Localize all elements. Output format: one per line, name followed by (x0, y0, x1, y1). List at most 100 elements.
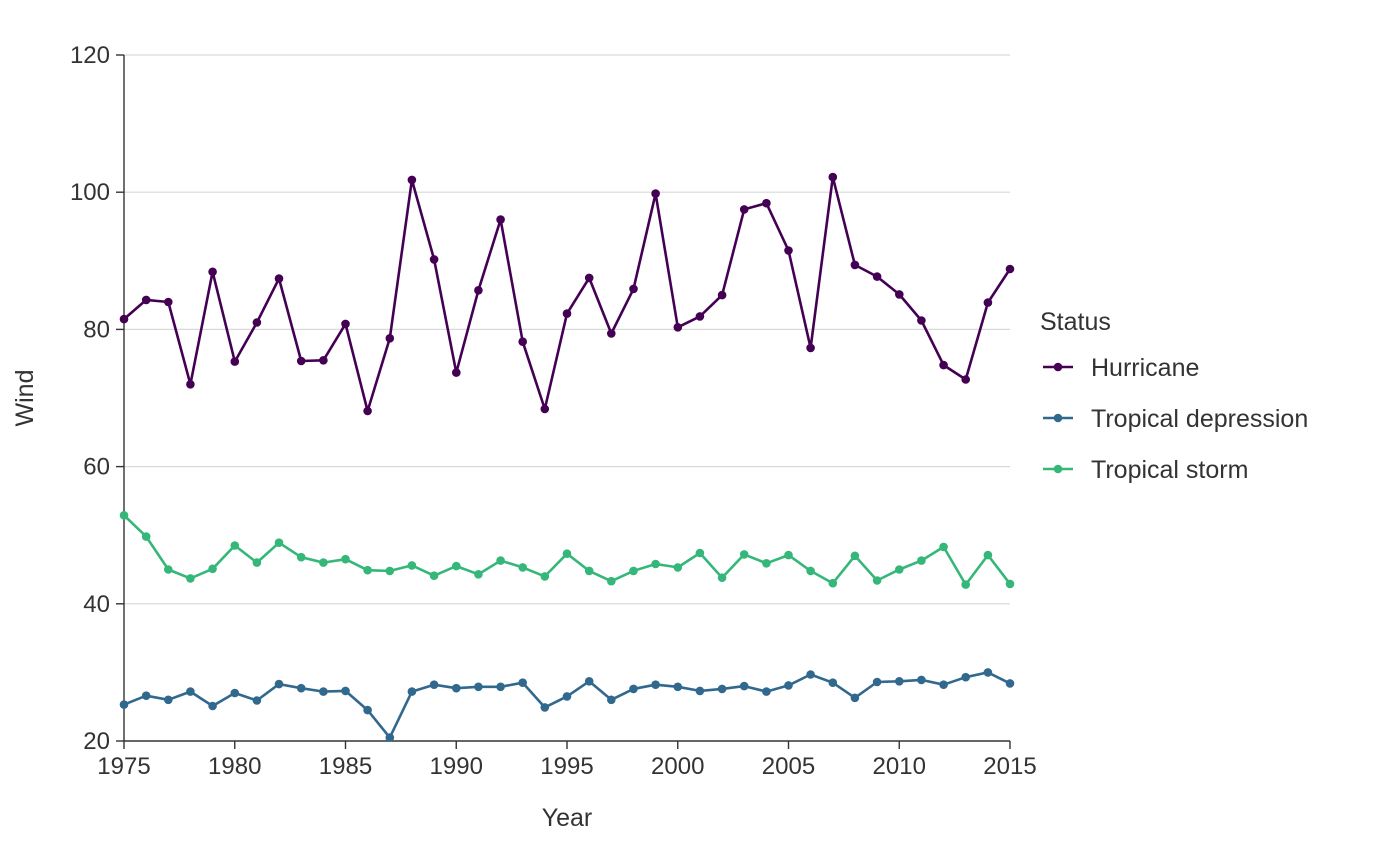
data-point-tropical-storm (230, 541, 240, 550)
data-point-tropical-depression (983, 668, 993, 677)
x-tick-label: 2000 (651, 753, 704, 780)
data-point-tropical-storm (739, 550, 749, 559)
data-point-tropical-depression (562, 692, 572, 701)
data-point-tropical-storm (496, 556, 505, 565)
data-point-tropical-depression (607, 695, 616, 705)
data-point-hurricane (850, 260, 860, 270)
data-point-tropical-storm (429, 571, 439, 580)
data-point-tropical-storm (141, 532, 151, 541)
data-point-tropical-depression (252, 696, 262, 705)
data-point-tropical-depression (673, 682, 683, 692)
data-point-tropical-depression (474, 682, 483, 692)
data-point-tropical-storm (629, 566, 638, 576)
data-point-tropical-storm (806, 566, 815, 576)
data-point-tropical-storm (518, 563, 527, 572)
series-tropical-storm (119, 511, 1015, 589)
x-tick-label: 1975 (97, 753, 150, 780)
data-point-tropical-storm (562, 549, 572, 558)
x-tick-label: 2005 (762, 753, 815, 780)
legend-key-point (1053, 362, 1063, 372)
data-point-tropical-storm (274, 538, 284, 547)
data-point-hurricane (319, 356, 328, 365)
data-point-tropical-depression (319, 687, 328, 696)
data-point-tropical-storm (341, 554, 350, 564)
legend: Status Hurricane Tropical depression Tropi… (1040, 308, 1308, 484)
data-point-tropical-depression (695, 686, 705, 696)
y-tick-label: 20 (83, 728, 110, 755)
data-point-tropical-depression (784, 681, 793, 690)
series-layer (119, 172, 1015, 742)
y-tick-labels: 20 40 60 80 100 120 (70, 42, 110, 755)
data-point-hurricane (784, 246, 793, 255)
data-point-hurricane (429, 255, 439, 264)
data-point-hurricane (1005, 264, 1015, 274)
legend-label: Hurricane (1091, 354, 1199, 382)
data-point-hurricane (208, 267, 217, 277)
data-point-tropical-storm (296, 552, 306, 562)
data-point-hurricane (828, 172, 838, 182)
data-point-tropical-storm (607, 576, 616, 586)
data-point-tropical-depression (762, 687, 771, 696)
x-tick-label: 2015 (983, 753, 1036, 780)
legend-item-tropical-storm: Tropical storm (1043, 456, 1248, 484)
data-point-hurricane (983, 298, 993, 307)
gridlines (124, 54, 1010, 605)
data-point-hurricane (651, 189, 660, 198)
data-point-tropical-depression (584, 677, 594, 686)
data-point-tropical-storm (717, 573, 727, 582)
data-point-hurricane (474, 286, 483, 295)
data-point-tropical-depression (1005, 679, 1015, 688)
data-point-hurricane (518, 337, 527, 347)
data-point-hurricane (407, 175, 417, 185)
data-point-tropical-depression (518, 678, 527, 687)
data-point-hurricane (584, 273, 594, 283)
data-point-tropical-depression (186, 687, 195, 696)
data-point-tropical-storm (452, 561, 461, 571)
x-tick-label: 1980 (208, 753, 261, 780)
data-point-hurricane (385, 334, 395, 343)
data-point-tropical-storm (407, 561, 417, 570)
data-point-hurricane (164, 297, 173, 307)
data-point-hurricane (540, 404, 550, 414)
data-point-hurricane (452, 368, 461, 377)
data-point-tropical-storm (673, 563, 683, 572)
data-point-hurricane (119, 314, 129, 324)
data-point-tropical-depression (164, 695, 173, 705)
data-point-tropical-depression (629, 684, 638, 694)
data-point-hurricane (252, 318, 262, 327)
data-point-hurricane (274, 274, 284, 283)
data-point-hurricane (939, 360, 948, 370)
data-point-hurricane (917, 316, 926, 325)
x-tick-labels: 1975 1980 1985 1990 1995 2000 2005 2010 2015 (97, 753, 1036, 780)
data-point-tropical-depression (872, 677, 882, 687)
data-point-tropical-depression (651, 680, 660, 689)
data-point-hurricane (717, 290, 727, 300)
data-point-tropical-storm (385, 566, 395, 576)
data-point-tropical-storm (651, 559, 660, 569)
data-point-hurricane (341, 319, 350, 329)
data-point-tropical-depression (496, 682, 505, 692)
data-point-hurricane (562, 309, 572, 318)
data-point-tropical-storm (319, 558, 328, 567)
data-point-hurricane (872, 272, 882, 281)
data-point-tropical-storm (917, 556, 926, 565)
data-point-tropical-depression (540, 703, 550, 712)
x-tick-label: 1995 (540, 753, 593, 780)
data-point-tropical-depression (452, 683, 461, 693)
data-point-tropical-depression (806, 670, 815, 679)
data-point-hurricane (296, 356, 306, 366)
axes (116, 54, 1011, 749)
data-point-hurricane (141, 295, 151, 305)
data-point-tropical-storm (939, 542, 948, 552)
data-point-tropical-storm (872, 576, 882, 585)
data-point-hurricane (629, 284, 638, 294)
data-point-tropical-storm (584, 566, 594, 576)
data-point-hurricane (806, 343, 815, 353)
data-point-tropical-depression (274, 679, 284, 689)
data-point-tropical-depression (385, 733, 395, 742)
legend-label: Tropical depression (1091, 405, 1308, 433)
legend-item-hurricane: Hurricane (1043, 354, 1199, 382)
legend-title: Status (1040, 308, 1111, 336)
data-point-tropical-storm (695, 548, 705, 558)
